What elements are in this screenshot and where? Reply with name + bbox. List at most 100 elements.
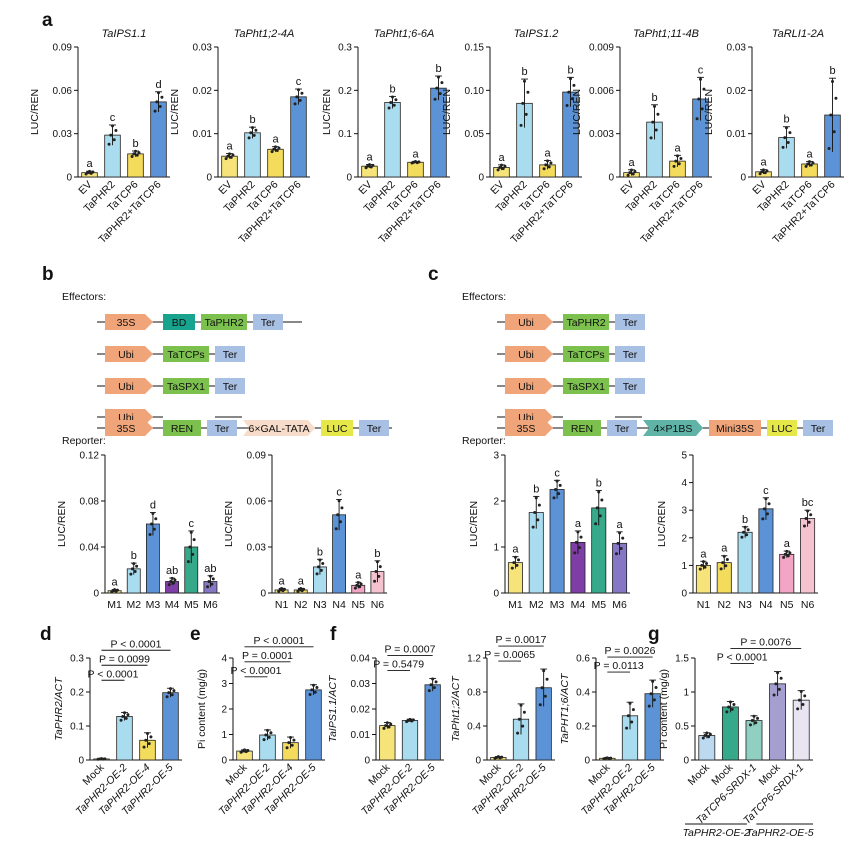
- data-point: [708, 732, 712, 736]
- panel-label-g: g: [648, 624, 660, 645]
- x-tick-label: N1: [697, 599, 711, 611]
- data-point: [130, 155, 134, 159]
- bar: [244, 132, 261, 178]
- data-point: [427, 689, 431, 693]
- data-point: [783, 552, 787, 556]
- promoter-arrow: [505, 420, 553, 436]
- significance-letter: b: [521, 66, 527, 78]
- data-point: [544, 163, 548, 167]
- significance-letter: b: [567, 64, 573, 76]
- data-point: [555, 479, 559, 483]
- data-point: [785, 126, 788, 130]
- data-point: [371, 163, 375, 167]
- data-point: [132, 152, 136, 156]
- significance-letter: a: [298, 575, 305, 587]
- data-point: [700, 563, 704, 567]
- x-tick-label: M4: [165, 599, 180, 611]
- element-box: [709, 420, 761, 436]
- data-point: [302, 587, 306, 591]
- data-point: [762, 507, 766, 511]
- data-point: [519, 703, 523, 707]
- x-tick-label: N6: [371, 599, 385, 611]
- data-point: [264, 733, 268, 737]
- element-box: [253, 314, 283, 330]
- data-point: [576, 530, 580, 534]
- data-point: [319, 568, 323, 572]
- data-point: [827, 147, 831, 151]
- significance-letter: a: [628, 157, 635, 169]
- data-point: [597, 490, 601, 494]
- panel-label-a: a: [42, 10, 53, 31]
- data-point: [552, 496, 556, 500]
- data-point: [300, 91, 304, 95]
- y-tick-label: 0.2: [576, 722, 590, 733]
- significance-letter: b: [742, 514, 748, 526]
- element-label: REN: [571, 423, 593, 435]
- data-point: [111, 124, 114, 128]
- data-point: [295, 95, 299, 99]
- element-chevron: [643, 420, 703, 436]
- element-box: [215, 346, 245, 362]
- panel-label-e: e: [190, 624, 201, 645]
- data-point: [699, 77, 702, 81]
- y-tick-label: 0.01: [351, 730, 371, 741]
- data-point: [533, 511, 537, 514]
- data-point: [277, 146, 281, 150]
- data-point: [782, 555, 786, 559]
- significance-letter: a: [412, 148, 419, 160]
- bar: [379, 725, 396, 761]
- significance-letter: a: [721, 543, 728, 555]
- y-tick-label: 5: [681, 451, 687, 462]
- x-tick-label: M3: [146, 599, 161, 611]
- y-tick-label: 0.03: [193, 43, 213, 54]
- data-point: [545, 677, 549, 681]
- bar: [549, 489, 565, 594]
- data-point: [498, 165, 502, 169]
- data-point: [705, 562, 709, 566]
- data-point: [649, 692, 653, 696]
- data-point: [146, 731, 149, 735]
- promoter-arrow: [105, 420, 153, 436]
- significance-letter: a: [226, 141, 233, 153]
- y-tick-label: 0: [260, 589, 266, 600]
- promoter-arrow: [505, 314, 553, 330]
- data-point: [633, 169, 637, 173]
- data-point: [809, 513, 813, 517]
- data-point: [702, 87, 706, 91]
- element-label: TaPHR2: [566, 317, 605, 329]
- x-tick-label: N5: [352, 599, 366, 611]
- data-point: [697, 97, 701, 101]
- y-tick-label: 2: [221, 705, 227, 716]
- data-point: [121, 714, 125, 718]
- y-tick-label: 0.3: [338, 43, 352, 54]
- data-point: [109, 133, 113, 137]
- x-tick-label: N2: [718, 599, 732, 611]
- y-tick-label: 0.09: [247, 451, 267, 462]
- data-point: [728, 700, 732, 704]
- promoter-arrow: [105, 346, 153, 362]
- y-tick-label: 0.08: [80, 497, 100, 508]
- significance-letter: d: [155, 79, 161, 91]
- data-point: [385, 721, 389, 725]
- y-tick-label: 2: [681, 533, 687, 544]
- data-point: [170, 693, 174, 697]
- data-point: [158, 104, 162, 108]
- data-point: [654, 686, 658, 690]
- element-label: Ubi: [118, 349, 134, 361]
- y-axis-label: LUC/REN: [703, 89, 715, 135]
- element-label: Ter: [215, 423, 230, 435]
- significance-letter: b: [374, 548, 380, 560]
- data-point: [389, 100, 393, 104]
- data-point: [760, 170, 764, 174]
- y-tick-label: 4: [681, 478, 687, 489]
- y-tick-label: 0.12: [80, 451, 100, 462]
- data-point: [334, 527, 338, 531]
- x-tick-label: N3: [738, 599, 752, 611]
- data-point: [254, 128, 258, 132]
- data-point: [210, 582, 214, 586]
- data-point: [377, 574, 381, 578]
- data-point: [536, 518, 540, 522]
- significance-letter: a: [86, 158, 93, 170]
- data-point: [292, 738, 296, 742]
